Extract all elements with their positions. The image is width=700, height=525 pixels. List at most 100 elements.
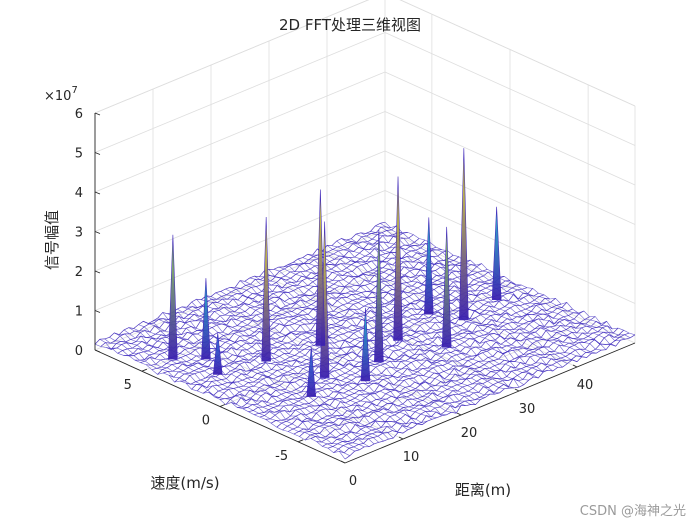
x-tick-label: 40 xyxy=(577,378,594,393)
back-wall-grid-line xyxy=(94,32,386,153)
chart-title: 2D FFT处理三维视图 xyxy=(279,16,421,34)
z-tick-label: 2 xyxy=(75,265,83,280)
x-tick xyxy=(340,460,346,464)
surface-peak xyxy=(261,216,271,362)
surface-col-line xyxy=(152,319,404,434)
back-wall-grid-line xyxy=(94,150,386,272)
floor-grid-line xyxy=(297,321,589,443)
z-exponent-base: ×10 xyxy=(44,89,71,104)
surface-col-line xyxy=(210,296,462,409)
surface-col-line xyxy=(360,232,611,345)
z-exponent-power: 7 xyxy=(71,85,77,96)
y-tick xyxy=(141,368,148,372)
y-tick xyxy=(219,404,226,407)
surface-col-line xyxy=(244,281,495,395)
x-tick-label: 10 xyxy=(403,450,420,465)
y-tick xyxy=(297,439,304,443)
surface-col-line xyxy=(288,263,539,379)
x-tick-label: 0 xyxy=(349,474,357,489)
surface-col-line xyxy=(172,311,423,425)
surface-peak xyxy=(423,217,434,315)
z-exponent-label: ×107 xyxy=(44,85,78,104)
surface-col-line xyxy=(365,233,616,347)
surface-peaks xyxy=(168,148,502,397)
surface-col-line xyxy=(384,221,636,336)
back-wall-grid-line xyxy=(94,111,386,232)
surface-col-line xyxy=(215,292,466,406)
surface-col-line xyxy=(123,329,375,445)
side-wall-grid-line xyxy=(384,32,636,146)
box-edge xyxy=(94,0,370,114)
z-tick-label: 5 xyxy=(75,147,83,162)
surface-peak xyxy=(393,176,403,341)
x-tick-label: 30 xyxy=(519,402,536,417)
z-tick-label: 4 xyxy=(75,186,83,201)
surface-col-line xyxy=(317,248,568,364)
surface-col-line xyxy=(138,324,389,440)
axes-grid xyxy=(94,0,636,464)
surface-peak xyxy=(212,332,223,375)
back-wall-grid-line xyxy=(94,71,386,193)
surface-col-line xyxy=(114,332,365,448)
z-tick xyxy=(94,310,101,313)
z-tick xyxy=(94,349,101,353)
surface-col-line xyxy=(346,239,597,354)
z-tick-label: 1 xyxy=(75,305,83,320)
surface-col-line xyxy=(94,343,346,460)
floor-grid-line xyxy=(141,250,433,372)
side-wall-grid-line xyxy=(384,190,636,304)
surface-col-line xyxy=(297,258,549,372)
surface-peak xyxy=(459,148,469,321)
axes-frame: 0 1 2 3 4 5 6 5 0 -5 0 10 20 30 40 xyxy=(75,107,636,489)
x-tick xyxy=(456,412,462,416)
surface-col-line xyxy=(104,338,355,452)
surface-col-line xyxy=(351,238,602,351)
surface-col-line xyxy=(326,245,578,362)
surface-peak xyxy=(360,307,371,382)
surface-col-line xyxy=(230,287,481,401)
x-tick xyxy=(398,436,404,440)
surface-col-line xyxy=(143,321,394,439)
back-wall-grid-line xyxy=(94,190,386,311)
z-axis-label: 信号幅值 xyxy=(43,210,61,270)
surface-peak xyxy=(491,206,502,300)
surface-col-line xyxy=(293,262,544,373)
side-wall-grid-line xyxy=(384,71,636,186)
x-tick-label: 20 xyxy=(461,426,478,441)
x-tick xyxy=(514,388,520,392)
z-tick xyxy=(94,191,101,195)
side-wall-grid-line xyxy=(384,150,636,265)
z-tick xyxy=(94,231,101,234)
surface-peak xyxy=(201,278,211,360)
surface-col-line xyxy=(177,308,428,423)
x-axis-line xyxy=(344,342,636,464)
surface-col-line xyxy=(380,223,631,339)
surface-col-line xyxy=(259,276,510,389)
surface-col-line xyxy=(181,306,433,420)
z-tick xyxy=(94,270,101,274)
watermark: CSDN @海神之光 xyxy=(579,504,686,519)
surface-col-line xyxy=(99,338,350,456)
surface-col-line xyxy=(220,291,471,405)
surface-col-line xyxy=(264,270,515,389)
surface-peak xyxy=(441,226,452,348)
back-wall-grid-line xyxy=(94,229,386,351)
z-tick xyxy=(94,112,101,116)
surface-peak xyxy=(315,189,326,346)
box-edge xyxy=(399,0,636,107)
surface-col-line xyxy=(157,317,408,431)
surface-col-line xyxy=(109,337,360,451)
surface-peak xyxy=(168,234,178,360)
surface-col-line xyxy=(312,254,563,368)
surface-col-line xyxy=(119,333,370,447)
y-axis-label: 速度(m/s) xyxy=(150,474,219,492)
surface-col-line xyxy=(206,295,457,414)
z-tick xyxy=(94,152,101,155)
z-tick-label: 0 xyxy=(75,344,83,359)
y-tick-label: 0 xyxy=(202,414,210,429)
side-wall-grid-line xyxy=(384,111,636,225)
surface-peak xyxy=(374,229,384,363)
x-axis-label: 距离(m) xyxy=(455,481,511,499)
surface-peak xyxy=(306,347,317,397)
